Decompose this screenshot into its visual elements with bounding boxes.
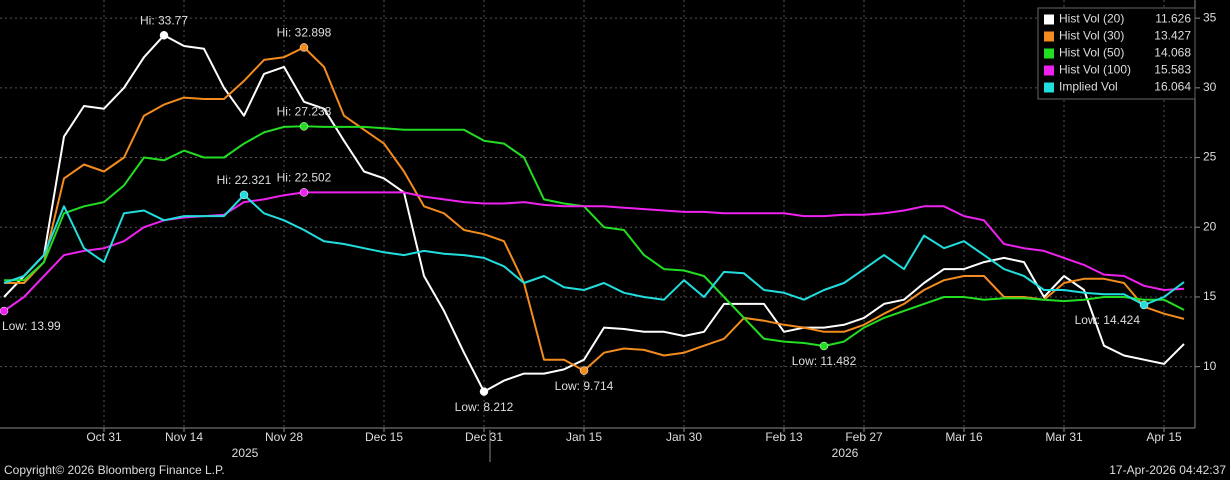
copyright: Copyright© 2026 Bloomberg Finance L.P. [4, 463, 225, 477]
extreme-label: Low: 9.714 [555, 379, 614, 393]
extreme-marker [0, 306, 9, 316]
extreme-label: Low: 11.482 [792, 354, 857, 368]
x-tick-label: Nov 28 [265, 430, 303, 444]
legend-label: Hist Vol (20) [1059, 12, 1124, 26]
year-label: 2025 [232, 446, 259, 460]
legend-swatch [1044, 48, 1054, 59]
extreme-marker [819, 341, 829, 351]
x-tick-label: Dec 31 [465, 430, 503, 444]
legend-label: Hist Vol (100) [1059, 63, 1131, 77]
extreme-marker [1139, 300, 1149, 310]
extreme-label: Low: 8.212 [455, 400, 514, 414]
extreme-marker [239, 190, 249, 200]
x-tick-label: Nov 14 [165, 430, 203, 444]
extreme-label: Low: 13.99 [2, 319, 61, 333]
y-tick-label: 10 [1203, 359, 1217, 373]
legend-label: Hist Vol (50) [1059, 46, 1124, 60]
y-tick-label: 35 [1203, 10, 1217, 24]
y-tick-label: 15 [1203, 289, 1217, 303]
extreme-label: Hi: 22.502 [277, 171, 332, 185]
legend-swatch [1044, 14, 1054, 25]
extreme-marker [299, 122, 309, 131]
x-tick-label: Jan 15 [566, 430, 602, 444]
extreme-label: Hi: 22.321 [217, 173, 272, 187]
year-label: 2026 [832, 446, 859, 460]
extreme-label: Hi: 27.238 [277, 105, 332, 119]
extreme-label: Hi: 33.77 [140, 13, 188, 27]
legend-swatch [1044, 82, 1054, 93]
series-line [4, 125, 1185, 347]
extreme-label: Hi: 32.898 [277, 26, 332, 40]
legend-swatch [1044, 65, 1054, 76]
x-tick-label: Jan 30 [666, 430, 702, 444]
extreme-marker [299, 43, 309, 52]
x-tick-label: Feb 13 [765, 430, 803, 444]
extreme-marker [479, 387, 489, 396]
legend-swatch [1044, 31, 1054, 42]
legend-label: Implied Vol [1059, 80, 1118, 94]
y-tick-label: 20 [1203, 219, 1217, 233]
x-tick-label: Mar 31 [1045, 430, 1083, 444]
extreme-label: Low: 14.424 [1075, 313, 1141, 327]
x-tick-label: Oct 31 [86, 430, 122, 444]
series-line [3, 34, 1185, 393]
legend-value: 11.626 [1155, 12, 1191, 26]
y-tick-label: 25 [1203, 150, 1217, 164]
x-tick-label: Feb 27 [845, 430, 883, 444]
legend-label: Hist Vol (30) [1059, 29, 1124, 43]
extreme-marker [159, 31, 169, 40]
y-tick-label: 30 [1203, 80, 1217, 94]
x-tick-label: Apr 15 [1146, 430, 1182, 444]
legend-value: 16.064 [1154, 80, 1191, 94]
extreme-marker [299, 188, 309, 197]
series-line [3, 193, 1185, 306]
extreme-marker [579, 366, 589, 375]
series-line [4, 46, 1185, 372]
timestamp: 17-Apr-2026 04:42:37 [1109, 463, 1226, 477]
x-tick-label: Dec 15 [365, 430, 403, 444]
legend-value: 14.068 [1154, 46, 1191, 60]
x-tick-label: Mar 16 [945, 430, 983, 444]
legend-value: 15.583 [1154, 63, 1191, 77]
legend-box [1037, 7, 1196, 100]
legend-value: 13.427 [1154, 29, 1191, 43]
